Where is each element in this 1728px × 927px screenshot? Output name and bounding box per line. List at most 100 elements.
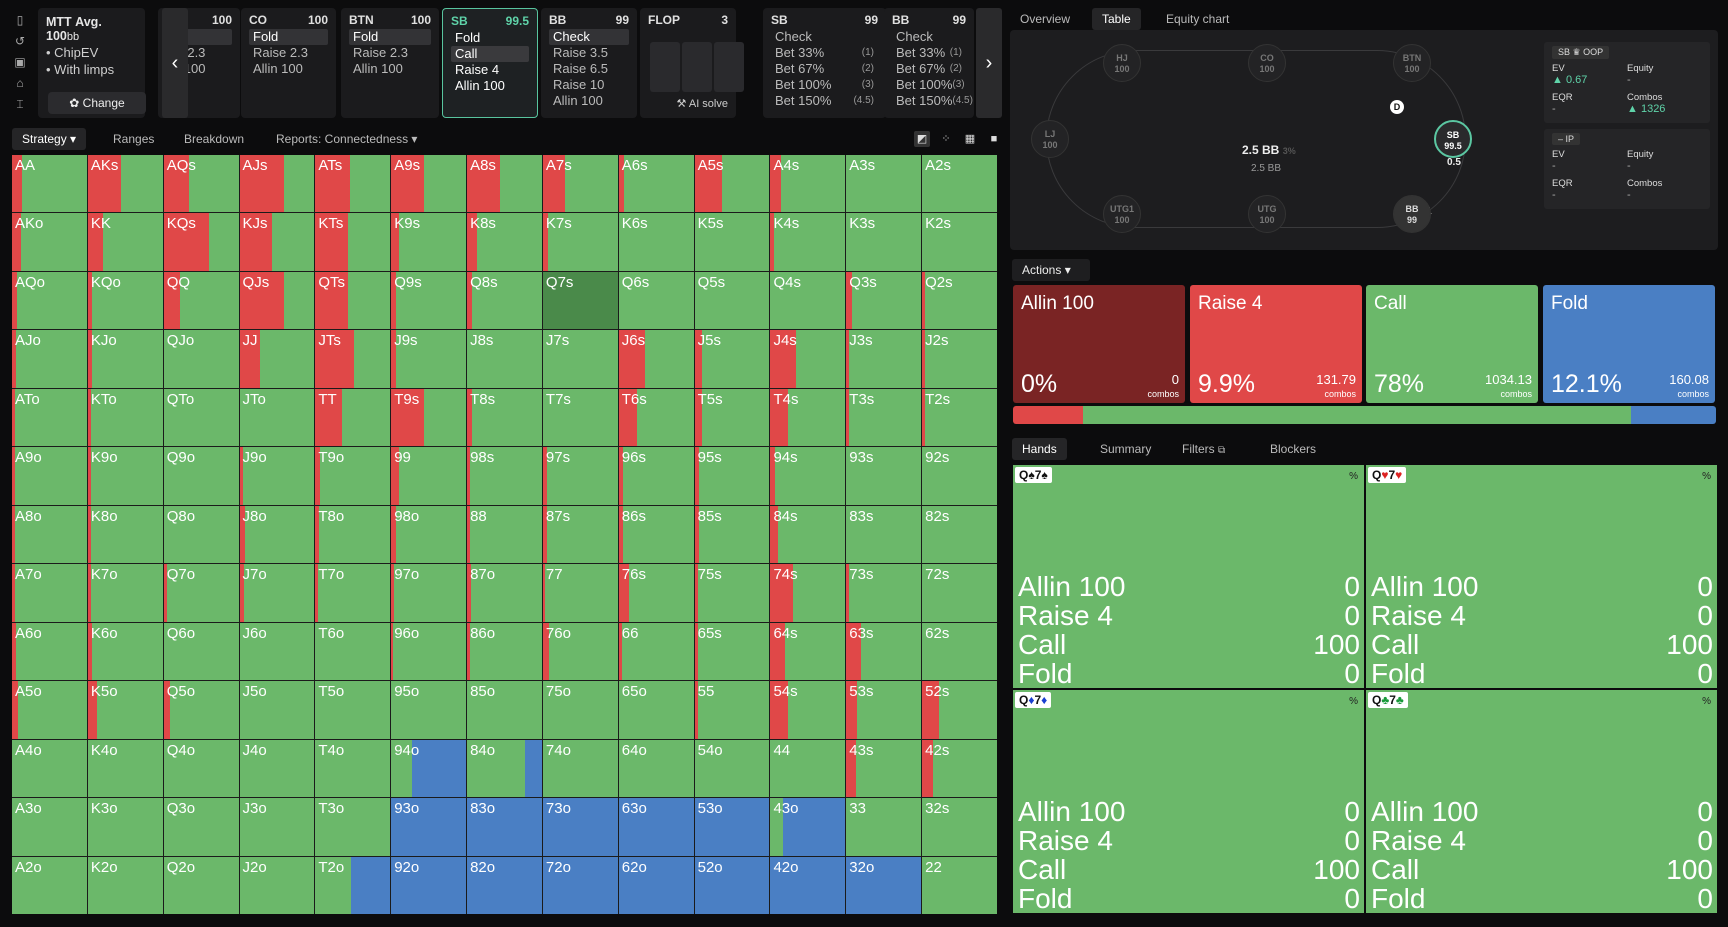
tab-hands[interactable]: Hands — [1012, 438, 1067, 460]
hand-cell-63o[interactable]: 63o — [618, 798, 694, 856]
hand-cell-99[interactable]: 99 — [391, 447, 467, 505]
hand-cell-43o[interactable]: 43o — [770, 798, 846, 856]
hand-cell-97s[interactable]: 97s — [542, 447, 618, 505]
hand-cell-A7s[interactable]: A7s — [542, 155, 618, 213]
hand-cell-Q8o[interactable]: Q8o — [163, 505, 239, 564]
action-option[interactable]: Raise 3.5 — [549, 45, 629, 61]
hand-cell-A8s[interactable]: A8s — [467, 155, 542, 213]
hand-cell-Q3s[interactable]: Q3s — [846, 271, 922, 330]
hand-cell-K6o[interactable]: K6o — [87, 622, 163, 681]
hand-cell-QTs[interactable]: QTs — [315, 271, 391, 330]
hand-cell-A4o[interactable]: A4o — [12, 739, 87, 798]
view-split-icon[interactable]: ◩ — [914, 131, 930, 147]
hand-cell-55[interactable]: 55 — [694, 681, 770, 739]
percent-toggle[interactable]: % — [1702, 471, 1711, 482]
hand-cell-65s[interactable]: 65s — [694, 622, 770, 681]
hand-cell-92o[interactable]: 92o — [391, 856, 467, 914]
hand-cell-AQo[interactable]: AQo — [12, 271, 87, 330]
hand-cell-A3s[interactable]: A3s — [846, 155, 922, 213]
hand-cell-82s[interactable]: 82s — [922, 505, 997, 564]
hand-cell-JJ[interactable]: JJ — [239, 330, 315, 388]
action-option[interactable]: Raise 10 — [549, 77, 629, 93]
hand-cell-73o[interactable]: 73o — [542, 798, 618, 856]
hand-cell-J5s[interactable]: J5s — [694, 330, 770, 388]
action-option[interactable]: Check — [771, 29, 878, 45]
seat-utg[interactable]: UTG 100 — [1248, 195, 1286, 233]
action-option[interactable]: Bet 33% (1) — [771, 45, 878, 61]
hand-cell-53s[interactable]: 53s — [846, 681, 922, 739]
hand-cell-QJs[interactable]: QJs — [239, 271, 315, 330]
hand-cell-T6s[interactable]: T6s — [618, 388, 694, 447]
action-option[interactable]: Bet 150% (4.5) — [892, 93, 973, 109]
position-column-flop[interactable]: FLOP 3 ⚒ AI solve — [640, 8, 744, 118]
hand-cell-33[interactable]: 33 — [846, 798, 922, 856]
tab-blockers[interactable]: Blockers — [1270, 442, 1317, 456]
hand-cell-76s[interactable]: 76s — [618, 564, 694, 622]
position-column-sb[interactable]: SB 99.5 Fold Call Raise 4 Allin 100 — [442, 8, 538, 118]
action-card-raise[interactable]: Raise 4 9.9% 131.79 combos — [1190, 285, 1362, 403]
action-option[interactable]: Raise 6.5 — [549, 61, 629, 77]
hand-cell-K8s[interactable]: K8s — [467, 213, 542, 271]
hand-cell-AJs[interactable]: AJs — [239, 155, 315, 213]
hand-cell-T7o[interactable]: T7o — [315, 564, 391, 622]
hand-cell-A8o[interactable]: A8o — [12, 505, 87, 564]
hand-cell-Q9s[interactable]: Q9s — [391, 271, 467, 330]
hand-cell-Q5s[interactable]: Q5s — [694, 271, 770, 330]
view-full-icon[interactable]: ■ — [990, 133, 998, 145]
hand-cell-JTo[interactable]: JTo — [239, 388, 315, 447]
hand-cell-A7o[interactable]: A7o — [12, 564, 87, 622]
hand-cell-52s[interactable]: 52s — [922, 681, 997, 739]
hand-cell-KJs[interactable]: KJs — [239, 213, 315, 271]
hand-cell-42o[interactable]: 42o — [770, 856, 846, 914]
hand-cell-AA[interactable]: AA — [12, 155, 87, 213]
hand-cell-74o[interactable]: 74o — [542, 739, 618, 798]
library-icon[interactable]: ⌂ — [16, 76, 24, 90]
seat-sb[interactable]: SB 99.5 — [1434, 120, 1472, 158]
tab-overview[interactable]: Overview — [1020, 12, 1071, 26]
hand-cell-K5s[interactable]: K5s — [694, 213, 770, 271]
hand-cell-K6s[interactable]: K6s — [618, 213, 694, 271]
position-column-bb[interactable]: BB 99 Check Raise 3.5 Raise 6.5 Raise 10 Allin… — [541, 8, 637, 118]
hand-cell-T5s[interactable]: T5s — [694, 388, 770, 447]
hand-cell-Q3o[interactable]: Q3o — [163, 798, 239, 856]
hand-cell-T2o[interactable]: T2o — [315, 856, 391, 914]
hand-cell-T4s[interactable]: T4s — [770, 388, 846, 447]
change-button[interactable]: ✿ Change — [48, 92, 146, 114]
hand-cell-75o[interactable]: 75o — [542, 681, 618, 739]
hand-cell-T6o[interactable]: T6o — [315, 622, 391, 681]
action-option[interactable]: Bet 150% (4.5) — [771, 93, 878, 109]
action-option[interactable]: Fold — [249, 29, 328, 45]
action-option[interactable]: Check — [892, 29, 966, 45]
tab-breakdown[interactable]: Breakdown — [184, 132, 245, 146]
hand-cell-J9o[interactable]: J9o — [239, 447, 315, 505]
hand-cell-JTs[interactable]: JTs — [315, 330, 391, 388]
hand-cell-52o[interactable]: 52o — [694, 856, 770, 914]
percent-toggle[interactable]: % — [1702, 696, 1711, 707]
action-option[interactable]: Allin 100 — [451, 78, 529, 94]
hand-cell-T3o[interactable]: T3o — [315, 798, 391, 856]
hand-cell-64s[interactable]: 64s — [770, 622, 846, 681]
hand-cell-AJo[interactable]: AJo — [12, 330, 87, 388]
hand-cell-J8s[interactable]: J8s — [467, 330, 542, 388]
hand-cell-KJo[interactable]: KJo — [87, 330, 163, 388]
seat-co[interactable]: CO 100 — [1248, 44, 1286, 82]
hand-cell-53o[interactable]: 53o — [694, 798, 770, 856]
hand-cell-72s[interactable]: 72s — [922, 564, 997, 622]
flop-card-slot[interactable] — [714, 42, 744, 92]
hand-cell-66[interactable]: 66 — [618, 622, 694, 681]
bookmark-icon[interactable]: ▯ — [16, 13, 24, 27]
hand-cell-K2s[interactable]: K2s — [922, 213, 997, 271]
hand-cell-86o[interactable]: 86o — [467, 622, 542, 681]
hand-cell-J7s[interactable]: J7s — [542, 330, 618, 388]
hand-cell-AKo[interactable]: AKo — [12, 213, 87, 271]
hand-cell-72o[interactable]: 72o — [542, 856, 618, 914]
tab-reports[interactable]: Reports: Connectedness ▾ — [276, 132, 418, 146]
seat-hj[interactable]: HJ 100 — [1103, 44, 1141, 82]
hand-cell-K8o[interactable]: K8o — [87, 505, 163, 564]
hand-cell-J5o[interactable]: J5o — [239, 681, 315, 739]
hand-cell-K4o[interactable]: K4o — [87, 739, 163, 798]
tab-strategy[interactable]: Strategy ▾ — [12, 128, 87, 150]
hand-cell-KK[interactable]: KK — [87, 213, 163, 271]
hand-combo-cell[interactable]: Q♦7♦% Allin 100 0 Raise 4 0 Call 100 Fold 0 — [1013, 690, 1364, 913]
hand-cell-32o[interactable]: 32o — [846, 856, 922, 914]
